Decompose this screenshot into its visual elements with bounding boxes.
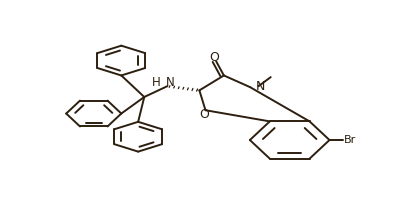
Text: H: H	[152, 76, 160, 89]
Text: O: O	[199, 108, 209, 121]
Text: Br: Br	[344, 135, 356, 145]
Text: O: O	[210, 51, 220, 64]
Text: N: N	[256, 80, 265, 93]
Text: N: N	[166, 76, 175, 89]
